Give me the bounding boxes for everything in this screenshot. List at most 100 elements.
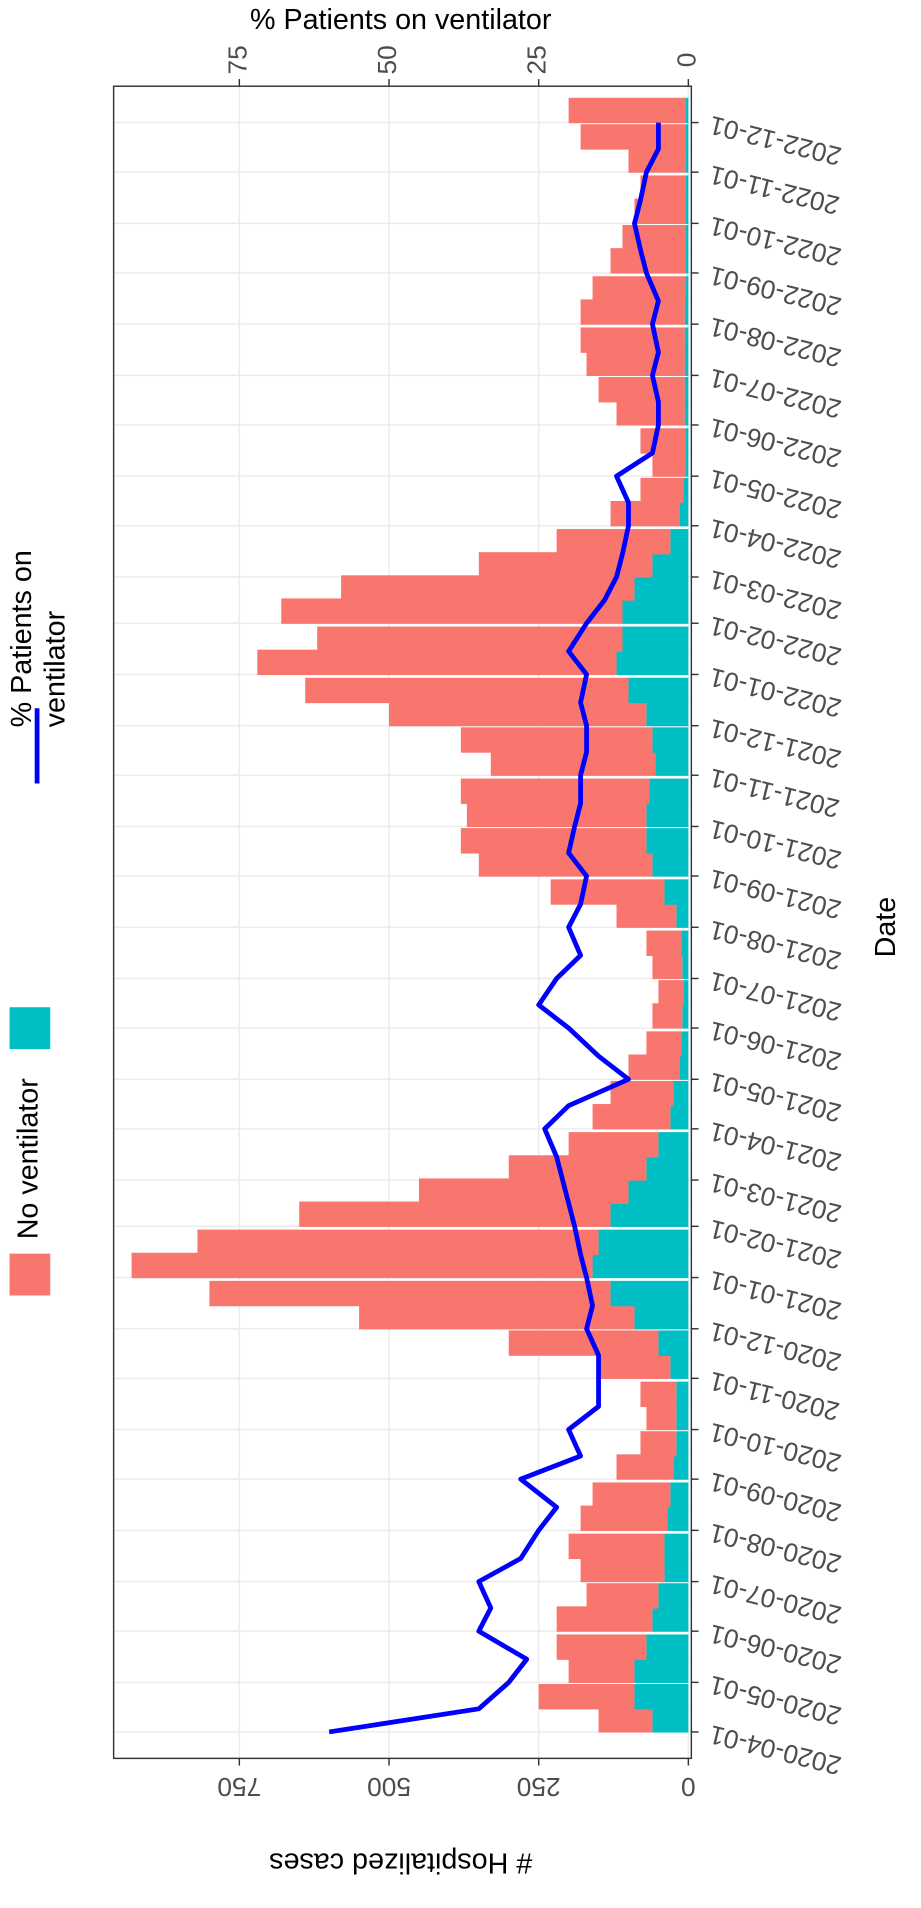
y-tick-label: 750	[217, 1772, 261, 1802]
bar-segment	[646, 1404, 677, 1431]
x-tick-label: 2022-07-01	[706, 363, 844, 425]
bar-segment	[550, 879, 665, 905]
bar-segment	[640, 428, 686, 454]
x-tick-label: 2022-05-01	[706, 464, 844, 526]
y-tick-label: 250	[517, 1772, 561, 1802]
bar-segment	[592, 1252, 689, 1279]
bar-segment	[676, 1404, 689, 1431]
bar-segment	[640, 1431, 677, 1457]
bar-segment	[508, 1330, 659, 1356]
bar-segment	[685, 97, 689, 124]
legend-label: No ventilator	[12, 1078, 44, 1239]
bar-segment	[664, 1533, 689, 1560]
y2-tick-label: 0	[671, 53, 701, 68]
y2-axis-title: % Patients on ventilator	[250, 4, 552, 36]
bar-segment	[568, 1657, 635, 1683]
bar-segment	[556, 1634, 647, 1660]
x-tick-label: 2021-07-01	[706, 966, 844, 1028]
bar-segment	[652, 851, 689, 877]
x-tick-label: 2022-01-01	[706, 662, 844, 724]
x-tick-label: 2021-01-01	[706, 1265, 844, 1327]
bar-segment	[684, 400, 689, 426]
bar-segment	[646, 828, 689, 854]
bar-segment	[418, 1178, 629, 1204]
x-tick-label: 2021-12-01	[706, 713, 844, 775]
bar-segment	[670, 1353, 689, 1379]
bar-segment	[685, 124, 689, 150]
bar-segment	[478, 552, 653, 578]
bar-segment	[652, 727, 689, 753]
bar-segment	[685, 428, 689, 454]
bar-segment	[616, 649, 689, 676]
bar-segment	[682, 1003, 689, 1029]
bar-segment	[658, 1583, 689, 1609]
bar-segment	[658, 1132, 689, 1158]
bar-segment	[640, 477, 684, 504]
bar-segment	[685, 198, 689, 224]
bar-segment	[676, 1381, 689, 1408]
legend-key	[9, 1253, 51, 1296]
bar-segment	[592, 1482, 671, 1508]
bar-segment	[664, 1556, 689, 1583]
bar-segment	[684, 350, 689, 376]
bar-segment	[460, 727, 653, 753]
x-tick-label: 2022-12-01	[706, 110, 844, 172]
bar-segment	[305, 677, 629, 704]
bar-segment	[673, 1080, 689, 1107]
bar-segment	[652, 1606, 689, 1632]
bar-segment	[616, 400, 685, 426]
bar-segment	[580, 327, 685, 353]
bar-segment	[670, 1104, 689, 1130]
bar-segment	[389, 700, 647, 727]
bar-segment	[478, 851, 653, 877]
x-axis-title: Date	[870, 897, 902, 958]
bar-segment	[649, 778, 689, 804]
bar-segment	[598, 1229, 689, 1256]
bar-segment	[628, 677, 689, 704]
bar-segment	[556, 1606, 653, 1632]
bar-segment	[646, 930, 682, 956]
bar-segment	[655, 750, 689, 776]
bar-segment	[681, 1031, 689, 1057]
x-tick-label: 2020-08-01	[706, 1518, 844, 1580]
bar-segment	[646, 1031, 682, 1057]
bar-segment	[586, 350, 685, 376]
bar-segment	[679, 500, 689, 527]
legend-label: % Patients on ventilator	[5, 550, 72, 728]
bar-segment	[658, 1330, 689, 1356]
bar-segment	[131, 1252, 593, 1279]
bar-segment	[508, 1155, 647, 1181]
bar-segment	[634, 575, 689, 601]
bar-segment	[257, 649, 617, 676]
bar-segment	[684, 299, 689, 325]
x-tick-label: 2022-10-01	[706, 211, 844, 273]
bar-segment	[664, 879, 689, 905]
bar-segment	[568, 1132, 659, 1158]
x-tick-label: 2020-07-01	[706, 1569, 844, 1631]
bar-segment	[197, 1229, 599, 1256]
bar-segment	[685, 248, 689, 274]
bar-segment	[622, 225, 686, 251]
bar-segment	[634, 198, 686, 224]
x-tick-label: 2021-08-01	[706, 915, 844, 977]
bar-segment	[640, 1381, 677, 1408]
legend: No ventilator % Patients on ventilator	[5, 550, 72, 1296]
bar-segment	[670, 1482, 689, 1508]
bar-segment	[281, 598, 623, 624]
bar-segment	[580, 124, 686, 150]
bar-segment	[610, 1280, 689, 1307]
x-tick-label: 2020-10-01	[706, 1417, 844, 1479]
bar-segment	[640, 175, 686, 201]
bar-segment	[341, 575, 635, 601]
bar-segment	[652, 1003, 683, 1029]
bar-segment	[673, 1454, 689, 1480]
bar-segment	[598, 1353, 671, 1379]
bar-segment	[682, 953, 689, 980]
bar-segment	[592, 276, 686, 302]
bar-segment	[646, 1155, 689, 1181]
bar-segment	[685, 225, 689, 251]
bar-segment	[586, 1583, 659, 1609]
bar-segment	[652, 953, 683, 980]
x-tick-label: 2021-10-01	[706, 814, 844, 876]
bar-segment	[684, 327, 689, 353]
